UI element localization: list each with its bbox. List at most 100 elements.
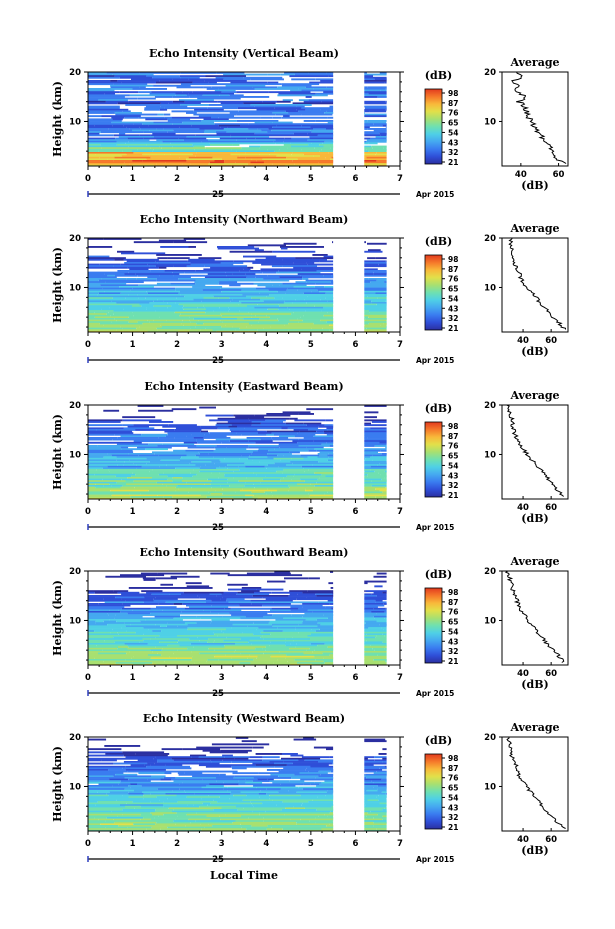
heatmap-cell xyxy=(208,823,241,826)
heatmap-cell xyxy=(122,809,156,811)
heatmap-cell xyxy=(251,829,282,831)
heatmap-cell xyxy=(213,152,246,154)
heatmap-cell xyxy=(364,469,371,471)
heatmap-cell xyxy=(182,603,227,605)
heatmap-cell xyxy=(291,145,324,148)
heatmap-cell xyxy=(318,161,334,164)
heatmap-cell xyxy=(210,625,247,628)
y-tick-label: 20 xyxy=(69,234,81,244)
heatmap-cell xyxy=(184,295,214,298)
colorbar-tick-label: 87 xyxy=(448,764,458,773)
heatmap-cell xyxy=(322,142,334,145)
heatmap-cell xyxy=(214,633,254,636)
heatmap-cell xyxy=(382,591,387,594)
heatmap-cell xyxy=(157,445,197,447)
heatmap-cell xyxy=(364,416,377,419)
heatmap-cell xyxy=(95,97,121,100)
heatmap-cell xyxy=(202,94,220,97)
heatmap-cell xyxy=(252,780,270,783)
heatmap-cell xyxy=(311,327,323,330)
heatmap-cell xyxy=(380,89,387,92)
heatmap-cell xyxy=(191,756,199,759)
heatmap-cell xyxy=(284,324,330,327)
heatmap-cell xyxy=(88,121,112,124)
heatmap-cell xyxy=(162,609,204,612)
heatmap-cell xyxy=(186,136,231,138)
heatmap-cell xyxy=(88,804,96,807)
heatmap-cell xyxy=(142,298,158,301)
heatmap-cell xyxy=(165,161,210,164)
heatmap-cell xyxy=(282,411,311,414)
heatmap-cell xyxy=(88,310,114,312)
heatmap-cell xyxy=(117,631,136,634)
heatmap-cell xyxy=(257,303,279,306)
heatmap-cell xyxy=(380,489,387,492)
heatmap-cell xyxy=(321,310,334,312)
heatmap-cell xyxy=(174,263,191,266)
heatmap-cell xyxy=(385,260,387,263)
heatmap-cell xyxy=(373,825,387,827)
heatmap-cell xyxy=(364,86,367,89)
colorbar-tick-label: 32 xyxy=(448,813,458,822)
heatmap-cell xyxy=(221,489,240,492)
heatmap-cell xyxy=(170,785,207,787)
heatmap xyxy=(88,737,387,831)
heatmap-cell xyxy=(364,773,366,776)
heatmap-cell xyxy=(109,470,150,473)
heatmap-cell xyxy=(286,263,308,266)
heatmap-cell xyxy=(364,595,377,597)
colorbar-tick-label: 32 xyxy=(448,481,458,490)
heatmap-cell xyxy=(308,99,334,102)
heatmap-cell xyxy=(262,596,307,599)
heatmap-cell xyxy=(203,437,231,439)
heatmap-cell xyxy=(115,113,158,116)
heatmap-cell xyxy=(364,155,387,158)
heatmap-cell xyxy=(239,155,277,158)
heatmap-cell xyxy=(269,153,292,156)
heatmap-cell xyxy=(377,785,387,787)
heatmap-cell xyxy=(181,611,211,613)
heatmap-cell xyxy=(267,81,279,84)
heatmap-cell xyxy=(306,281,331,284)
heatmap-cell xyxy=(159,145,173,148)
heatmap-cell xyxy=(193,110,239,113)
heatmap-cell xyxy=(210,802,252,805)
heatmap-cell xyxy=(168,807,208,810)
heatmap-cell xyxy=(311,142,323,145)
heatmap-cell xyxy=(147,263,168,266)
heatmap-cell xyxy=(146,75,180,78)
heatmap-cell xyxy=(373,123,387,126)
heatmap-cell xyxy=(129,163,157,166)
heatmap-cell xyxy=(176,297,204,300)
heatmap-cell xyxy=(316,809,334,811)
heatmap-cell xyxy=(88,461,101,463)
heatmap-cell xyxy=(380,134,387,137)
heatmap-cell xyxy=(208,81,217,84)
panel-title: Echo Intensity (Southward Beam) xyxy=(140,546,349,559)
heatmap-cell xyxy=(323,255,334,258)
heatmap-cell xyxy=(248,123,271,126)
heatmap-cell xyxy=(375,136,387,138)
heatmap-cell xyxy=(88,457,133,460)
heatmap-cell xyxy=(364,614,387,617)
heatmap-cell xyxy=(126,260,156,263)
heatmap-cell xyxy=(293,738,317,741)
heatmap-cell xyxy=(88,590,114,593)
heatmap-cell xyxy=(383,305,387,308)
heatmap-cell xyxy=(196,322,204,325)
heatmap-cell xyxy=(257,778,268,781)
heatmap-cell xyxy=(270,279,290,282)
heatmap-cell xyxy=(303,783,311,786)
heatmap-cell xyxy=(150,156,180,159)
heatmap-cell xyxy=(325,419,334,422)
heatmap-cell xyxy=(377,788,387,791)
heatmap-cell xyxy=(88,493,130,495)
heatmap-cell xyxy=(325,794,334,797)
heatmap-cell xyxy=(214,123,249,126)
heatmap-cell xyxy=(100,144,117,146)
heatmap-cell xyxy=(302,123,334,126)
heatmap-cell xyxy=(298,413,314,415)
heatmap-cell xyxy=(321,781,334,784)
heatmap-cell xyxy=(375,153,387,156)
heatmap-cell xyxy=(196,473,225,476)
